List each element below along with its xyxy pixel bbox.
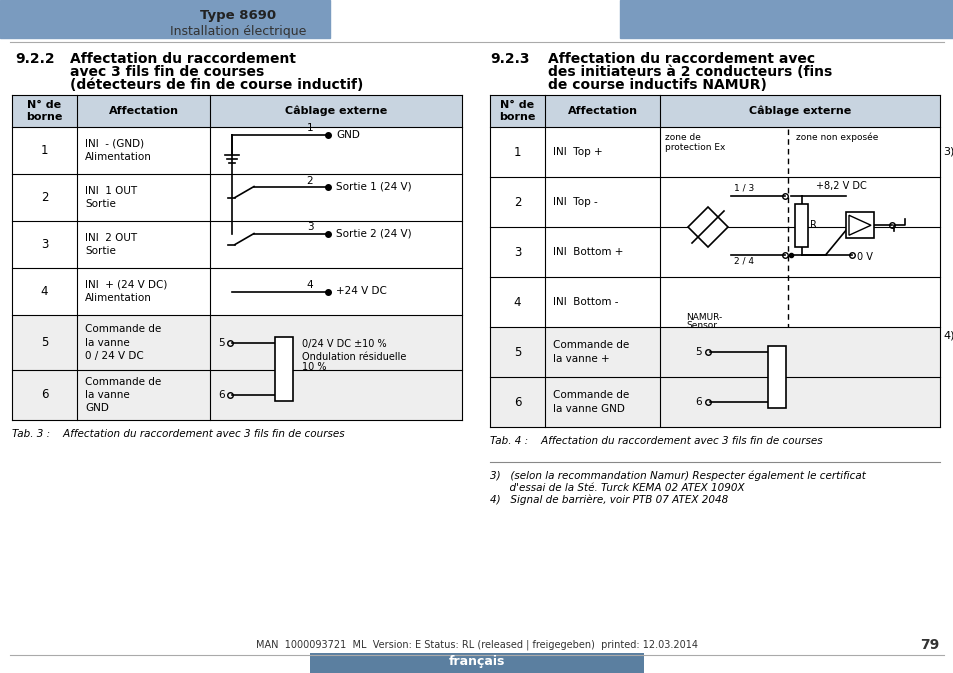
Text: 4): 4) — [942, 330, 953, 340]
Text: INI  Top +: INI Top + — [553, 147, 602, 157]
Bar — [490, 377, 939, 427]
Text: 3: 3 — [41, 238, 49, 251]
Text: 10 %: 10 % — [302, 363, 326, 372]
Text: Câblage externe: Câblage externe — [285, 106, 387, 116]
Text: 1: 1 — [514, 145, 520, 159]
Text: 3): 3) — [942, 147, 953, 157]
Text: MAN  1000093721  ML  Version: E Status: RL (released | freigegeben)  printed: 12: MAN 1000093721 ML Version: E Status: RL … — [255, 640, 698, 650]
Text: INI  + (24 V DC)
Alimentation: INI + (24 V DC) Alimentation — [85, 280, 167, 303]
Text: R: R — [810, 220, 817, 230]
Text: 1 / 3: 1 / 3 — [733, 184, 754, 192]
Text: 2 / 4: 2 / 4 — [733, 256, 753, 265]
Bar — [12, 95, 461, 127]
Text: NAMUR-: NAMUR- — [685, 312, 721, 322]
Text: 0/24 V DC ±10 %: 0/24 V DC ±10 % — [302, 339, 386, 349]
Text: INI  1 OUT
Sortie: INI 1 OUT Sortie — [85, 186, 137, 209]
Text: 9.2.3: 9.2.3 — [490, 52, 529, 66]
Text: français: français — [448, 655, 505, 668]
Text: INI  2 OUT
Sortie: INI 2 OUT Sortie — [85, 233, 137, 256]
Text: 5: 5 — [695, 347, 700, 357]
Text: Affectation: Affectation — [567, 106, 637, 116]
Text: 4: 4 — [41, 285, 49, 298]
Text: 79: 79 — [920, 638, 939, 652]
Text: 9.2.2: 9.2.2 — [15, 52, 54, 66]
Text: FLUID CONTROL SYSTEMS: FLUID CONTROL SYSTEMS — [740, 24, 839, 34]
Text: Type 8690: Type 8690 — [200, 9, 275, 22]
Text: Commande de
la vanne
0 / 24 V DC: Commande de la vanne 0 / 24 V DC — [85, 324, 161, 361]
Bar — [490, 95, 939, 127]
Text: +8,2 V DC: +8,2 V DC — [815, 181, 866, 191]
Bar — [490, 327, 939, 377]
Text: N° de
borne: N° de borne — [27, 100, 63, 122]
Text: 6: 6 — [695, 397, 700, 407]
Text: d'essai de la Sté. Turck KEMA 02 ATEX 1090X: d'essai de la Sté. Turck KEMA 02 ATEX 10… — [490, 483, 744, 493]
Bar — [12, 370, 461, 420]
Text: INI  Top -: INI Top - — [553, 197, 598, 207]
Text: 6: 6 — [514, 396, 520, 409]
Text: 2: 2 — [514, 195, 520, 209]
Bar — [0, 0, 330, 38]
Text: 5: 5 — [41, 336, 49, 349]
Text: zone non exposée: zone non exposée — [795, 133, 878, 142]
Bar — [767, 346, 785, 408]
Text: GND: GND — [335, 130, 359, 140]
Text: Tab. 3 :    Affectation du raccordement avec 3 fils fin de courses: Tab. 3 : Affectation du raccordement ave… — [12, 429, 344, 439]
Bar — [795, 204, 807, 246]
Text: Installation électrique: Installation électrique — [170, 24, 306, 38]
Text: INI  Bottom -: INI Bottom - — [553, 297, 618, 307]
Text: protection Ex: protection Ex — [664, 143, 724, 151]
Text: Sensor: Sensor — [685, 320, 717, 330]
Bar — [619, 0, 953, 38]
Text: 4: 4 — [306, 279, 313, 289]
Text: N° de
borne: N° de borne — [498, 100, 536, 122]
Text: Ondulation résiduelle: Ondulation résiduelle — [302, 351, 406, 361]
Text: INI  - (GND)
Alimentation: INI - (GND) Alimentation — [85, 139, 152, 162]
Text: Commande de
la vanne
GND: Commande de la vanne GND — [85, 377, 161, 413]
Bar — [310, 653, 643, 673]
Text: Tab. 4 :    Affectation du raccordement avec 3 fils fin de courses: Tab. 4 : Affectation du raccordement ave… — [490, 436, 821, 446]
Text: Sortie 1 (24 V): Sortie 1 (24 V) — [335, 182, 411, 192]
Text: 6: 6 — [41, 388, 49, 402]
Text: 4: 4 — [514, 295, 520, 308]
Text: 2: 2 — [41, 191, 49, 204]
Bar — [12, 315, 461, 370]
Text: Commande de
la vanne GND: Commande de la vanne GND — [553, 390, 629, 414]
Text: zone de: zone de — [664, 133, 700, 141]
Text: 5: 5 — [514, 345, 520, 359]
Text: 1: 1 — [41, 144, 49, 157]
Text: de course inductifs NAMUR): de course inductifs NAMUR) — [547, 78, 766, 92]
Text: (détecteurs de fin de course inductif): (détecteurs de fin de course inductif) — [70, 78, 363, 92]
Text: Commande de
la vanne +: Commande de la vanne + — [553, 341, 629, 363]
Text: 2: 2 — [306, 176, 313, 186]
Text: des initiateurs à 2 conducteurs (fins: des initiateurs à 2 conducteurs (fins — [547, 65, 831, 79]
Text: Câblage externe: Câblage externe — [748, 106, 850, 116]
Polygon shape — [687, 207, 727, 247]
Text: INI  Bottom +: INI Bottom + — [553, 247, 622, 257]
Text: +24 V DC: +24 V DC — [335, 287, 387, 297]
Text: 4)   Signal de barrière, voir PTB 07 ATEX 2048: 4) Signal de barrière, voir PTB 07 ATEX … — [490, 495, 727, 505]
Text: 3: 3 — [514, 246, 520, 258]
Text: bürkert: bürkert — [748, 5, 830, 24]
Text: Affectation du raccordement: Affectation du raccordement — [70, 52, 295, 66]
Text: 1: 1 — [306, 123, 313, 133]
Text: Sortie 2 (24 V): Sortie 2 (24 V) — [335, 229, 411, 238]
Bar — [845, 212, 873, 238]
Text: 0 V: 0 V — [856, 252, 872, 262]
Text: 6: 6 — [218, 390, 224, 400]
Text: 3: 3 — [306, 223, 313, 232]
Text: avec 3 fils fin de courses: avec 3 fils fin de courses — [70, 65, 264, 79]
Text: 3)   (selon la recommandation Namur) Respecter également le certificat: 3) (selon la recommandation Namur) Respe… — [490, 470, 865, 481]
Text: Affectation: Affectation — [109, 106, 178, 116]
Bar — [274, 336, 293, 401]
Text: 5: 5 — [218, 337, 224, 347]
Text: Affectation du raccordement avec: Affectation du raccordement avec — [547, 52, 814, 66]
